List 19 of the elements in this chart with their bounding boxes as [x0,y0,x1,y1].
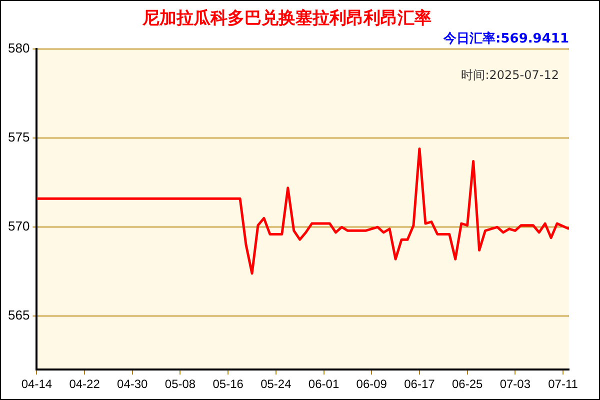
x-tick-label: 06-25 [452,377,483,392]
annotation: 时间:2025-07-12 [461,68,559,82]
x-tick-label: 05-24 [260,377,292,392]
chart-title: 尼加拉瓜科多巴兑换塞拉利昂利昂汇率 [142,8,432,29]
x-tick-label: 07-11 [548,377,578,392]
y-tick-label: 565 [8,308,30,323]
x-tick-label: 06-09 [356,377,388,392]
x-tick-label: 05-08 [164,377,196,392]
x-tick-label: 04-14 [21,377,52,392]
x-tick-label: 06-17 [404,377,436,392]
y-tick-label: 580 [8,40,30,56]
x-tick-label: 06-01 [308,377,340,392]
chart-subtitle: 今日汇率:569.9411 [442,30,569,47]
x-tick-label: 07-03 [500,377,531,392]
y-tick-label: 570 [8,218,30,234]
y-tick-label: 575 [8,130,30,145]
x-tick-label: 05-16 [212,377,244,392]
x-tick-label: 04-22 [69,377,100,392]
x-tick-label: 04-30 [117,377,148,392]
